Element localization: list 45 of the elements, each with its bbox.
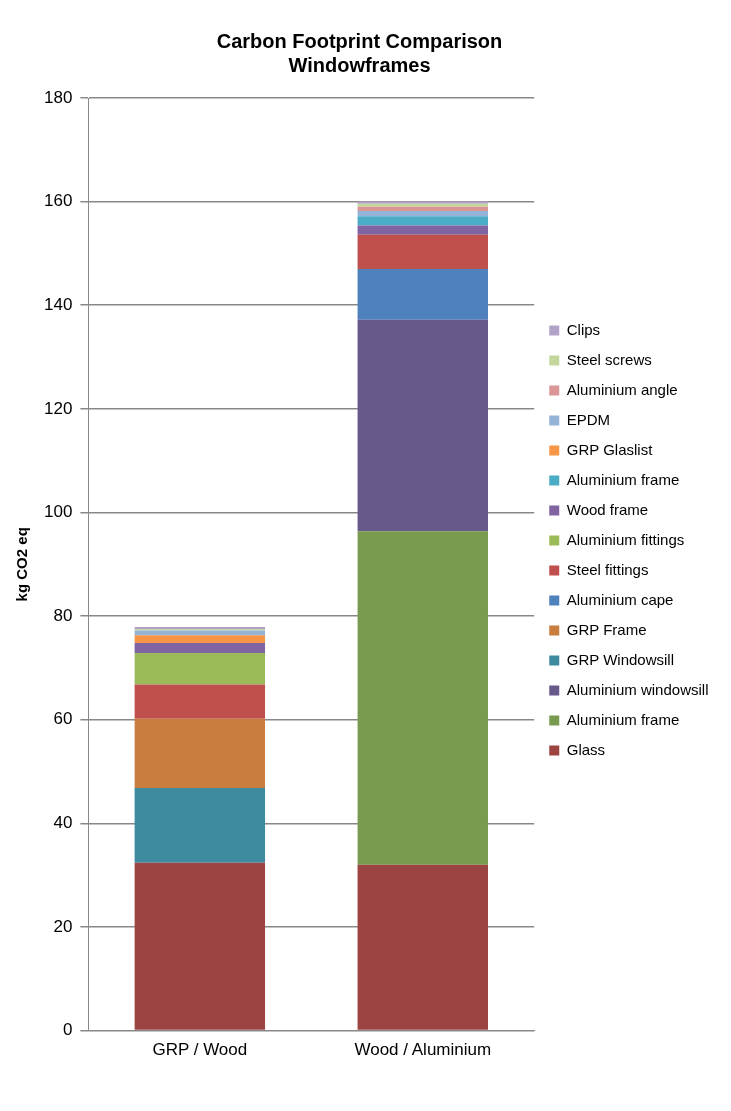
y-tick-label: 0: [62, 1020, 73, 1040]
legend-label: Wood frame: [566, 500, 649, 518]
legend-label: GRP Frame: [566, 620, 647, 638]
bar: [134, 788, 266, 863]
y-tick-label: 180: [43, 87, 73, 107]
x-tick-label: GRP / Wood: [152, 1040, 248, 1060]
legend-label: Aluminium angle: [566, 380, 678, 398]
y-tick-label: 100: [43, 502, 73, 522]
bar: [134, 718, 266, 789]
legend-label: Steel screws: [566, 350, 652, 368]
chart-title: Carbon Footprint Comparison Windowframes: [216, 29, 503, 76]
bar: [357, 225, 488, 235]
y-tick-label: 40: [53, 813, 73, 833]
y-tick-label: 80: [53, 605, 73, 625]
legend-label: Aluminium fittings: [566, 530, 685, 548]
bar: [357, 216, 488, 226]
legend-label: Aluminium cape: [566, 590, 674, 608]
legend-label: Glass: [566, 740, 606, 758]
legend-label: Aluminium windowsill: [566, 680, 709, 698]
bar: [357, 864, 488, 1030]
legend-label: EPDM: [566, 410, 611, 428]
legend-label: GRP Windowsill: [566, 650, 674, 668]
bar: [134, 652, 266, 685]
y-tick-label: 160: [43, 191, 73, 211]
y-tick-label: 120: [43, 398, 73, 418]
y-axis-title: kg CO2 eq: [13, 527, 31, 602]
bar: [134, 684, 266, 719]
bar: [357, 234, 488, 269]
y-tick-label: 140: [43, 294, 73, 314]
bar: [357, 531, 488, 865]
x-tick-label: Wood / Aluminium: [354, 1040, 492, 1060]
bar: [134, 862, 266, 1030]
legend-label: Aluminium frame: [566, 710, 680, 728]
legend-label: GRP Glaslist: [566, 440, 654, 458]
legend-label: Steel fittings: [566, 560, 649, 578]
legend-label: Clips: [566, 320, 601, 338]
bar: [134, 643, 266, 653]
legend-label: Aluminium frame: [566, 470, 680, 488]
bar: [357, 319, 488, 532]
bar: [357, 206, 488, 211]
bar: [134, 635, 266, 644]
y-tick-label: 20: [53, 916, 73, 936]
bar: [357, 268, 488, 320]
bar: [357, 210, 488, 217]
y-tick-label: 60: [53, 709, 73, 729]
